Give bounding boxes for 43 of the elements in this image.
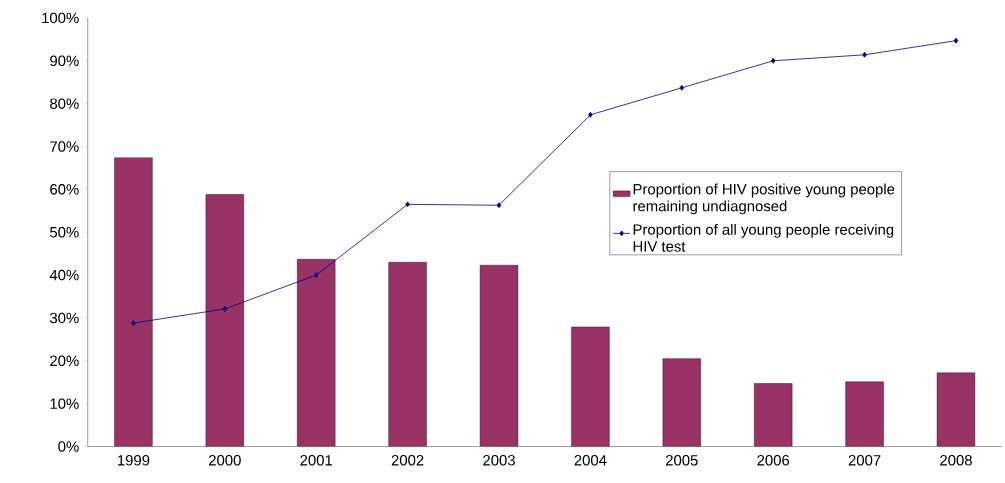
bar bbox=[480, 265, 518, 447]
bar bbox=[114, 157, 153, 447]
bar bbox=[754, 383, 793, 447]
point bbox=[679, 84, 685, 91]
y-tick-label: 40% bbox=[49, 269, 79, 281]
y-tick-label: 60% bbox=[50, 183, 79, 195]
y-tick-label: 10% bbox=[50, 398, 79, 409]
y-tick-label: 70% bbox=[50, 141, 79, 152]
point bbox=[222, 305, 228, 312]
y-tick-label: 0% bbox=[58, 441, 79, 452]
y-tick-label: 30% bbox=[49, 312, 79, 324]
x-tick-label: 2007 bbox=[848, 454, 881, 466]
y-tick-label: 20% bbox=[50, 355, 79, 366]
point bbox=[313, 272, 319, 278]
point bbox=[496, 202, 502, 208]
legend-label: Proportion of all young people receiving HIV test bbox=[633, 223, 894, 252]
point bbox=[862, 51, 867, 58]
x-tick-label: 2000 bbox=[209, 454, 241, 466]
y-tick-label: 80% bbox=[50, 98, 79, 109]
legend-label: Proportion of HIV positive young people remaining undiagnosed bbox=[633, 183, 895, 215]
point bbox=[953, 37, 959, 44]
point bbox=[405, 201, 410, 208]
bar bbox=[845, 381, 884, 447]
bar bbox=[388, 262, 427, 447]
x-tick-label: 1999 bbox=[117, 454, 150, 466]
bar bbox=[571, 326, 610, 447]
point bbox=[588, 111, 593, 118]
bar bbox=[297, 259, 336, 447]
y-tick-label: 90% bbox=[50, 55, 79, 66]
x-tick-label: 2004 bbox=[574, 454, 607, 466]
y-tick-label: 50% bbox=[50, 226, 79, 238]
x-tick-label: 2008 bbox=[940, 454, 972, 466]
bar bbox=[936, 372, 976, 447]
point bbox=[131, 320, 136, 326]
x-tick-label: 2003 bbox=[483, 454, 515, 466]
x-tick-label: 2005 bbox=[665, 454, 698, 466]
bar bbox=[205, 194, 244, 447]
point bbox=[770, 57, 776, 64]
bar bbox=[662, 358, 701, 447]
x-tick-label: 2006 bbox=[757, 454, 790, 466]
x-tick-label: 2001 bbox=[300, 454, 333, 466]
y-tick-label: 100% bbox=[42, 12, 79, 24]
x-tick-label: 2002 bbox=[391, 454, 424, 466]
